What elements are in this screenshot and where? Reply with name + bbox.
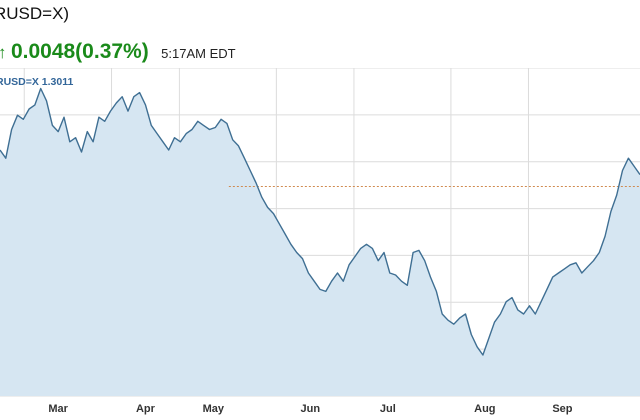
x-tick-label: May xyxy=(203,403,225,415)
price-area xyxy=(0,88,640,396)
price-change-value: 0.0048(0.37%) xyxy=(10,40,149,63)
chart-legend: RUSD=X 1.3011 xyxy=(0,76,74,88)
price-chart: Mar Apr May Jun Jul Aug Sep RUSD=X 1.3011 xyxy=(0,68,640,415)
x-tick-label: Sep xyxy=(552,403,572,415)
x-tick-label: Aug xyxy=(474,403,495,415)
quote-time: 5:17AM EDT xyxy=(161,46,236,61)
up-arrow-icon: ↑ xyxy=(0,43,7,62)
x-tick-label: Jul xyxy=(380,403,396,415)
x-tick-label: Mar xyxy=(48,403,68,415)
price-change-row: ↑ 0.0048(0.37%) 5:17AM EDT xyxy=(0,40,236,64)
page-title: RUSD=X) xyxy=(0,4,70,23)
x-axis-ticks: Mar Apr May Jun Jul Aug Sep xyxy=(48,403,572,415)
price-line xyxy=(0,87,640,356)
x-tick-label: Jun xyxy=(301,403,321,415)
x-tick-label: Apr xyxy=(136,403,156,415)
